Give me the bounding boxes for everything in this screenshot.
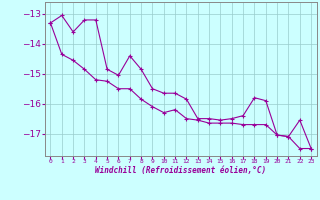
X-axis label: Windchill (Refroidissement éolien,°C): Windchill (Refroidissement éolien,°C) <box>95 166 266 175</box>
